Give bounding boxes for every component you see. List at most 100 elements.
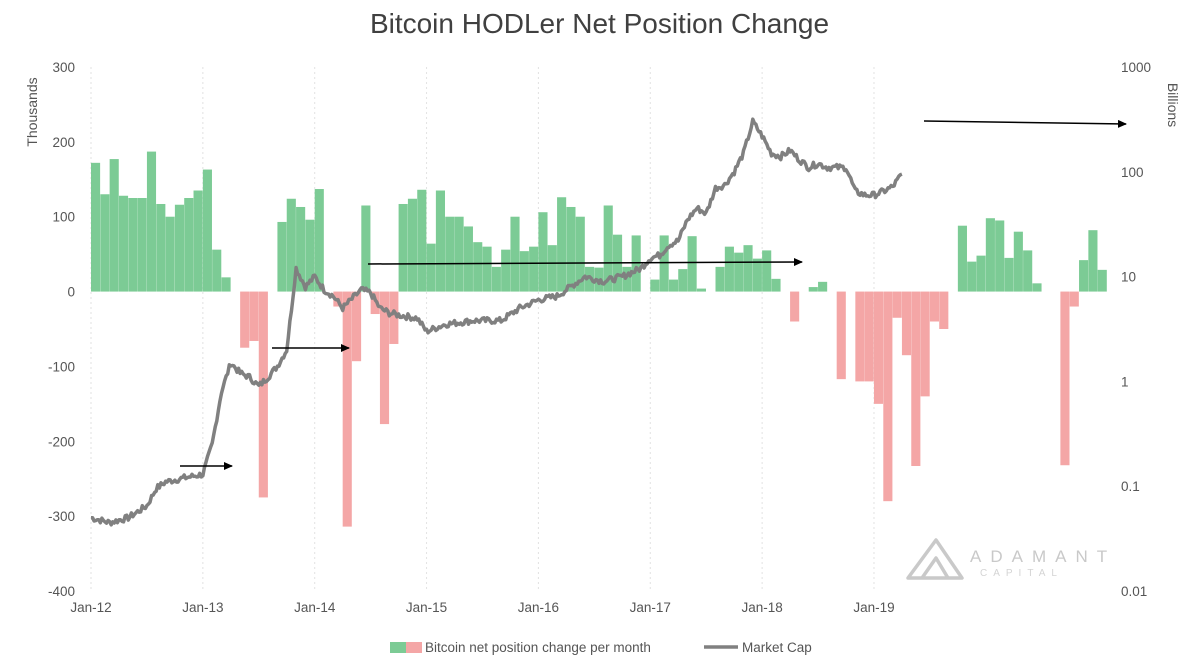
bar	[454, 216, 464, 292]
bar	[501, 249, 511, 292]
y-right-tick-label: 1	[1121, 374, 1129, 389]
bar	[361, 205, 371, 292]
bar	[221, 277, 231, 292]
bar	[547, 245, 557, 292]
bar	[929, 291, 940, 322]
legend: Bitcoin net position change per month Mar…	[390, 640, 812, 655]
chart-title: Bitcoin HODLer Net Position Change	[369, 8, 830, 39]
bar	[1060, 291, 1070, 466]
bar	[165, 216, 175, 292]
y-left-tick-label: 200	[52, 135, 75, 150]
bar	[128, 198, 138, 292]
bar	[687, 236, 697, 292]
bar	[957, 225, 967, 292]
bar	[696, 288, 706, 292]
bar	[557, 197, 567, 292]
bar	[668, 279, 679, 292]
x-tick-label: Jan-16	[518, 600, 559, 615]
legend-swatch-negative	[406, 642, 422, 653]
y-left-tick-label: -200	[48, 434, 75, 449]
bar	[575, 216, 585, 292]
bar	[109, 159, 119, 292]
bar	[258, 291, 268, 498]
bar	[407, 198, 418, 292]
bar	[818, 281, 828, 292]
bar	[519, 251, 529, 292]
bar	[156, 203, 166, 292]
bar	[585, 266, 595, 292]
y-left-tick-label: 0	[67, 285, 75, 300]
bar	[920, 291, 930, 397]
line-series	[90, 117, 903, 527]
y-left-tick-label: 100	[52, 210, 75, 225]
market-cap-line	[90, 117, 903, 527]
bar	[212, 249, 222, 292]
bar	[734, 252, 744, 292]
bar	[566, 206, 576, 292]
bar	[249, 291, 259, 341]
legend-label-bars: Bitcoin net position change per month	[425, 640, 651, 655]
bar	[529, 246, 539, 292]
bar	[715, 266, 725, 292]
bar	[659, 235, 669, 292]
annotation-arrows	[180, 119, 1127, 470]
bar	[1023, 250, 1033, 292]
bar	[808, 287, 818, 292]
bar	[1032, 283, 1042, 292]
bar	[1079, 260, 1089, 292]
y-right-tick-label: 10	[1121, 270, 1136, 285]
bar	[1088, 230, 1098, 292]
y-left-tick-label: 300	[52, 60, 75, 75]
bar	[538, 212, 548, 292]
bar	[491, 266, 501, 292]
bar	[752, 258, 762, 292]
bar	[435, 190, 445, 292]
watermark-name: ADAMANT	[970, 547, 1116, 566]
bar	[417, 189, 427, 292]
bar	[202, 169, 212, 292]
x-tick-label: Jan-12	[70, 600, 111, 615]
bar	[296, 206, 306, 292]
bar	[603, 205, 613, 292]
bar	[985, 218, 995, 292]
x-tick-label: Jan-19	[853, 600, 894, 615]
bar	[463, 226, 473, 292]
bar	[342, 291, 352, 527]
bar	[473, 242, 483, 292]
bar	[622, 266, 632, 292]
bar	[118, 195, 129, 292]
bar	[743, 245, 753, 292]
bar	[864, 291, 874, 382]
gridlines	[90, 67, 875, 591]
bar	[976, 255, 986, 292]
bar	[650, 279, 660, 292]
bar	[426, 243, 436, 292]
bar	[892, 291, 902, 318]
y-left-axis-title: Thousands	[24, 77, 40, 146]
y-left-tick-label: -100	[48, 359, 75, 374]
y-right-tick-label: 0.01	[1121, 584, 1147, 599]
bar	[939, 291, 949, 329]
x-tick-label: Jan-17	[630, 600, 671, 615]
axes: 3002001000-100-200-300-40010001001010.10…	[24, 60, 1181, 615]
bar	[836, 291, 846, 380]
bar	[967, 261, 977, 292]
bar	[184, 198, 194, 292]
bar	[137, 198, 147, 292]
bar-series	[91, 151, 1107, 527]
y-left-tick-label: -400	[48, 584, 75, 599]
y-right-tick-label: 1000	[1121, 60, 1151, 75]
bar	[724, 246, 734, 292]
bar	[91, 162, 101, 292]
bar	[445, 216, 455, 292]
bar	[790, 291, 800, 322]
bar	[873, 291, 884, 404]
bar	[305, 219, 315, 292]
y-left-tick-label: -300	[48, 509, 75, 524]
y-right-tick-label: 0.1	[1121, 479, 1140, 494]
bar	[995, 220, 1005, 292]
x-tick-label: Jan-13	[182, 600, 223, 615]
bar	[1097, 269, 1107, 292]
bar	[855, 291, 865, 382]
bar	[901, 291, 912, 356]
